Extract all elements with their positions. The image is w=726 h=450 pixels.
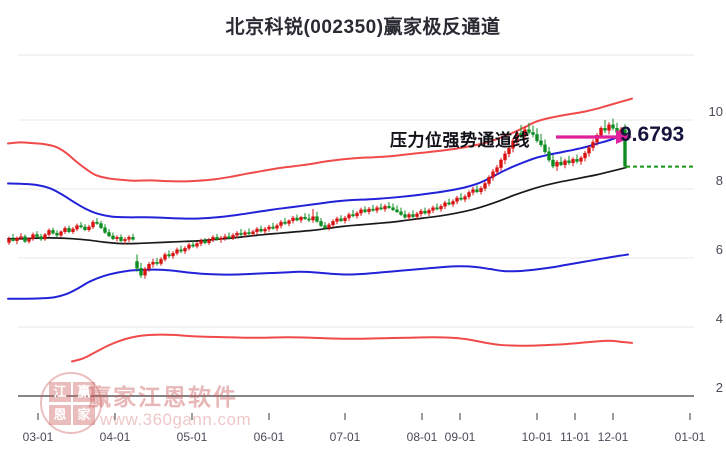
x-axis-tick-01-01: 01-01 — [674, 430, 706, 444]
x-axis-tick-05-01: 05-01 — [176, 430, 208, 444]
y-axis-tick-2: 2 — [715, 380, 723, 395]
x-axis-tick-11-01: 11-01 — [560, 430, 590, 444]
lower-support-band — [71, 333, 633, 363]
x-axis-tick-03-01: 03-01 — [22, 430, 54, 444]
upper-inner-band — [7, 135, 621, 220]
watermark-logo-cell-4: 家 — [73, 405, 95, 425]
y-axis-tick-6: 6 — [715, 242, 723, 257]
watermark-logo-icon: 江 赢 恩 家 — [40, 372, 102, 434]
x-axis-tick-10-01: 10-01 — [521, 430, 553, 444]
watermark-logo-cell-1: 江 — [49, 382, 71, 402]
gridlines — [18, 54, 694, 397]
y-axis-tick-4: 4 — [715, 311, 723, 326]
x-axis-tick-07-01: 07-01 — [329, 430, 361, 444]
upper-resistance-band — [7, 97, 633, 183]
y-axis-tick-8: 8 — [715, 173, 723, 188]
annotation-arrow — [556, 130, 632, 144]
resistance-annotation-label: 压力位强势通道线 — [390, 131, 530, 150]
lower-inner-band — [7, 253, 629, 300]
watermark-logo-cell-2: 赢 — [73, 382, 95, 402]
x-axis-tick-04-01: 04-01 — [99, 430, 131, 444]
watermark-brand-text: 赢家江恩软件 — [88, 384, 238, 410]
x-tick-marks — [37, 413, 691, 420]
page-title: 北京科锐(002350)赢家极反通道 — [225, 17, 501, 38]
watermark-url-text: www.360gann.com — [100, 410, 252, 429]
x-axis-tick-08-01: 08-01 — [406, 430, 438, 444]
x-axis-tick-12-01: 12-01 — [597, 430, 629, 444]
y-axis-tick-10: 10 — [708, 104, 723, 119]
x-axis-tick-09-01: 09-01 — [444, 430, 476, 444]
channel-bands — [7, 97, 633, 363]
middle-line — [7, 166, 627, 245]
x-axis-tick-06-01: 06-01 — [253, 430, 285, 444]
resistance-annotation-value: 9.6793 — [620, 123, 685, 146]
watermark-logo-cell-3: 恩 — [49, 405, 71, 425]
candlesticks — [7, 118, 627, 279]
